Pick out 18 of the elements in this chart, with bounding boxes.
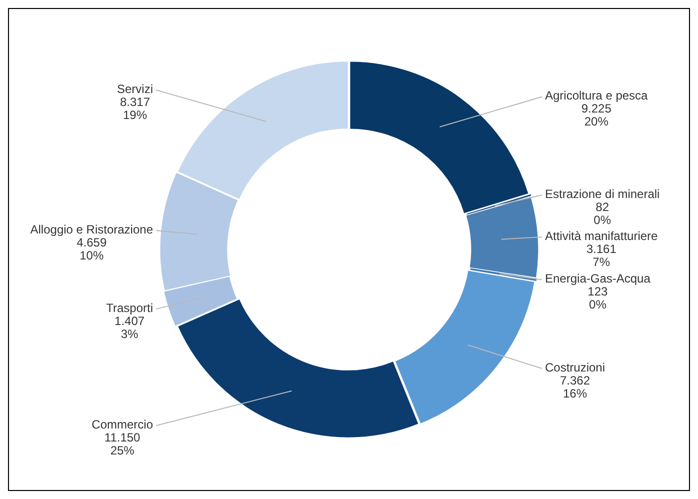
data-label: 123 0% — [588, 284, 608, 312]
slice-label: Agricoltura e pesca — [544, 88, 648, 103]
data-label: 8.317 19% — [120, 94, 150, 122]
data-label: 9.225 20% — [581, 102, 612, 129]
slice-label: Alloggio e Ristorazione — [30, 222, 154, 236]
data-label: 3.161 7% — [586, 242, 617, 269]
data-label: 11.150 25% — [104, 430, 141, 458]
slice-label: Attività manifatturiere — [544, 228, 658, 243]
slice-label: Servizi — [116, 82, 154, 96]
slice-label: Commercio — [92, 417, 154, 432]
slice-label: Costruzioni — [544, 360, 606, 374]
data-label: 4.659 10% — [76, 235, 107, 262]
slice-label: Trasporti — [106, 300, 154, 315]
data-label: 7.362 16% — [560, 373, 590, 400]
slice-label: Estrazione di minerali — [545, 186, 660, 201]
slice-label: Energia-Gas-Acqua — [545, 272, 651, 286]
data-label: 82 0% — [594, 200, 612, 227]
data-label: 1.407 3% — [114, 314, 145, 341]
